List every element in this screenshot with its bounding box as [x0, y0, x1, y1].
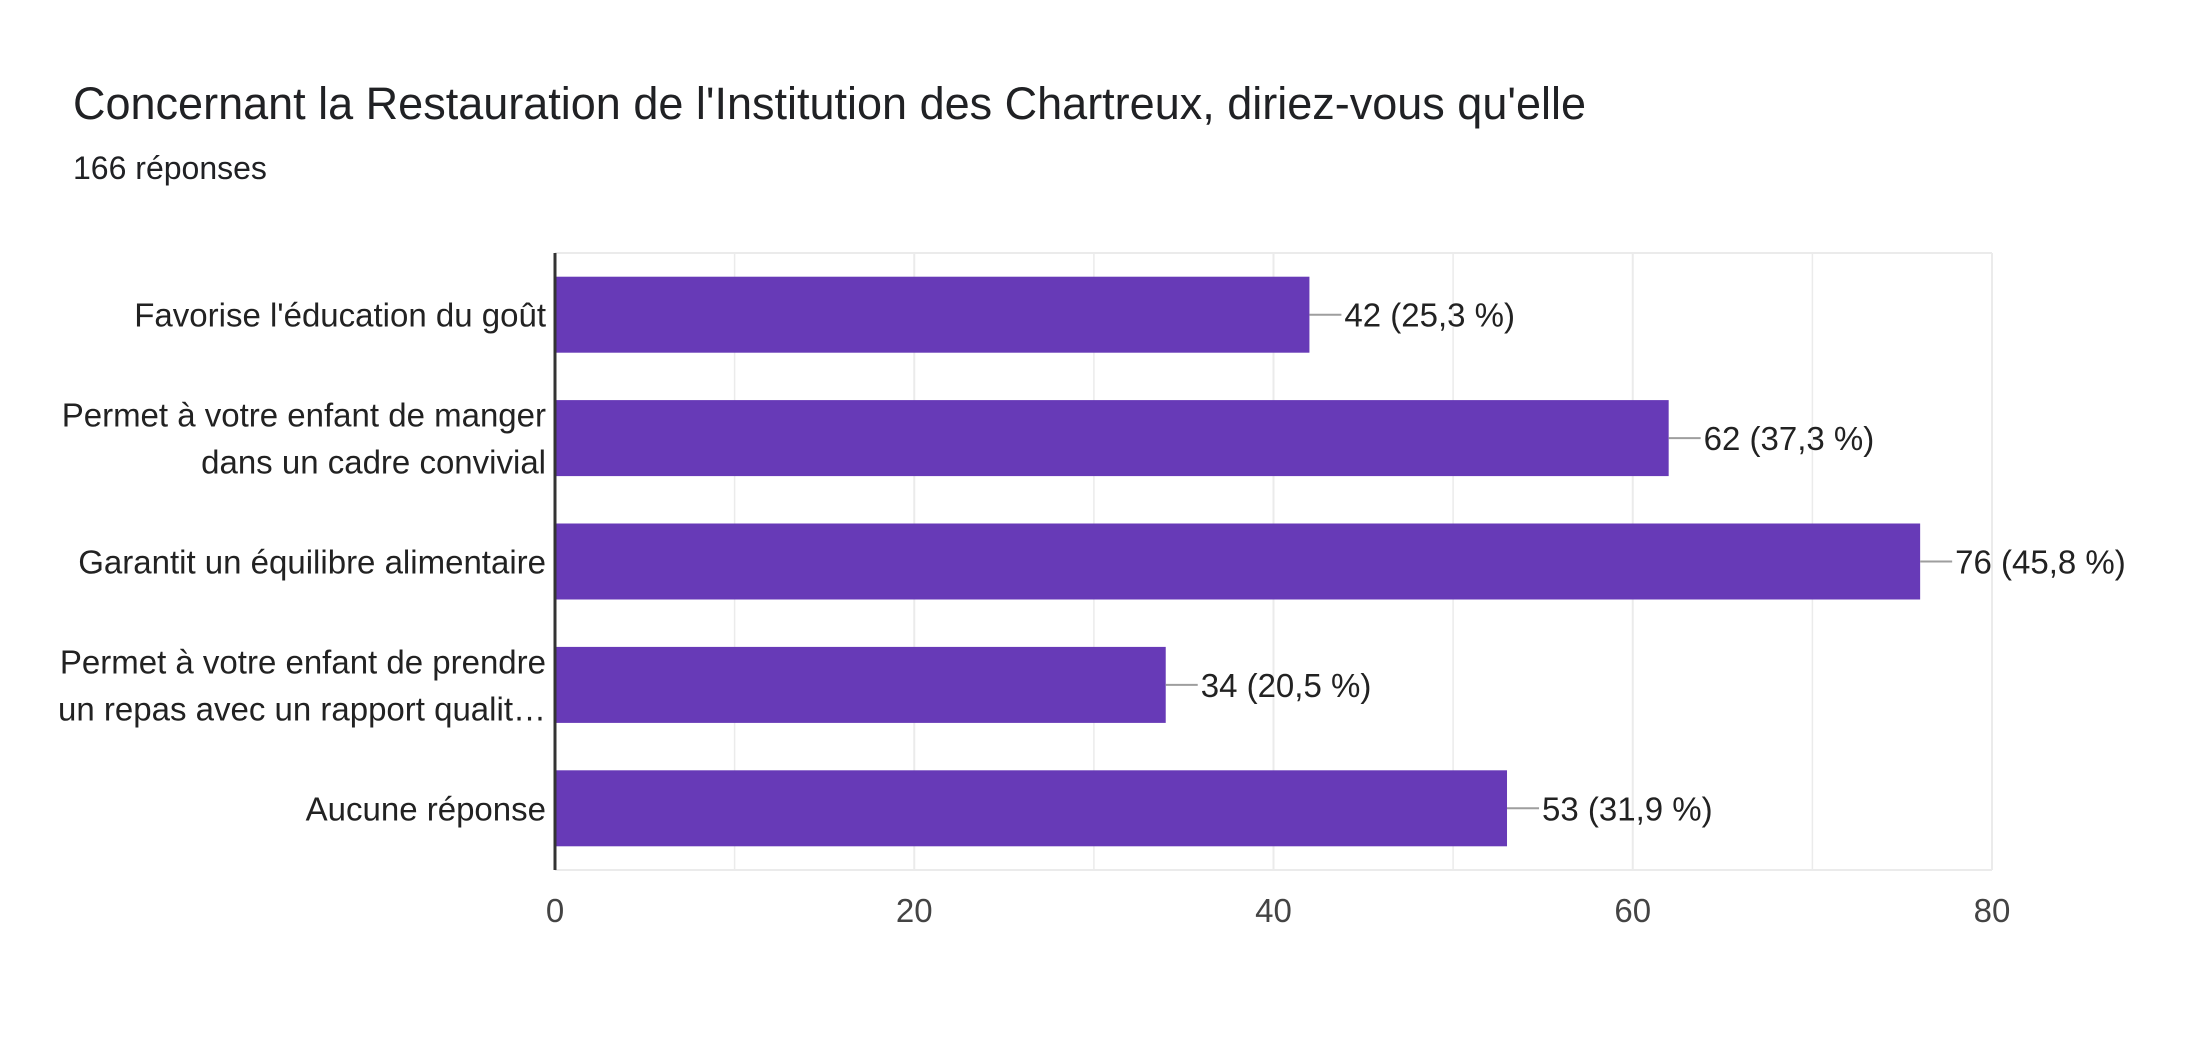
- x-tick-label: 80: [1974, 892, 2011, 929]
- category-label: Aucune réponse: [306, 790, 546, 827]
- response-count: 166 réponses: [73, 150, 267, 186]
- data-label: 62 (37,3 %): [1704, 420, 1875, 457]
- bar[interactable]: [555, 770, 1508, 847]
- category-label: Garantit un équilibre alimentaire: [78, 544, 546, 581]
- category-label: un repas avec un rapport qualit…: [58, 690, 546, 727]
- axes: 0 20 40 60 80: [546, 253, 2011, 929]
- labels: 42 (25,3 %) Favorise l'éducation du goût 6…: [58, 297, 2126, 828]
- bar[interactable]: [555, 646, 1166, 723]
- data-label: 34 (20,5 %): [1201, 667, 1372, 704]
- category-label: Permet à votre enfant de manger: [62, 397, 546, 434]
- bar[interactable]: [555, 400, 1669, 477]
- x-tick-label: 40: [1255, 892, 1292, 929]
- x-tick-label: 0: [546, 892, 564, 929]
- bar[interactable]: [555, 276, 1310, 353]
- question-title: Concernant la Restauration de l'Institut…: [73, 78, 1586, 129]
- data-label: 53 (31,9 %): [1542, 790, 1713, 827]
- x-tick-label: 60: [1614, 892, 1651, 929]
- x-tick-label: 20: [896, 892, 933, 929]
- category-label: Permet à votre enfant de prendre: [60, 643, 546, 680]
- category-label: Favorise l'éducation du goût: [134, 297, 546, 334]
- data-label: 42 (25,3 %): [1344, 297, 1515, 334]
- bars: [555, 276, 1921, 847]
- category-label: dans un cadre convivial: [201, 444, 546, 481]
- data-label: 76 (45,8 %): [1955, 544, 2126, 581]
- bar[interactable]: [555, 523, 1921, 600]
